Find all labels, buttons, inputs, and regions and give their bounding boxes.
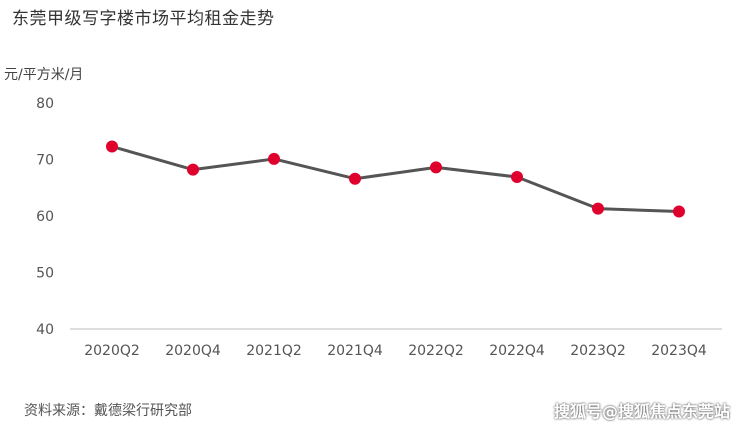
x-tick-label: 2021Q4: [327, 343, 383, 359]
data-point: [106, 140, 118, 153]
x-tick-label: 2023Q2: [570, 343, 626, 359]
x-tick-label: 2023Q4: [651, 343, 707, 359]
y-axis-unit-label: 元/平方米/月: [4, 67, 84, 83]
y-tick-label: 70: [36, 153, 54, 169]
data-point: [187, 163, 199, 176]
data-point: [592, 202, 604, 215]
data-point: [511, 171, 523, 184]
x-tick-label: 2020Q4: [165, 343, 221, 359]
data-point: [349, 172, 361, 185]
x-tick-label: 2022Q4: [489, 343, 545, 359]
source-note: 资料来源：戴德梁行研究部: [24, 403, 192, 419]
y-tick-label: 60: [36, 209, 54, 225]
chart-title: 东莞甲级写字楼市场平均租金走势: [12, 9, 275, 29]
x-tick-label: 2020Q2: [84, 343, 140, 359]
data-point: [430, 161, 442, 174]
data-point: [673, 205, 685, 218]
y-tick-label: 40: [36, 322, 54, 338]
series-line: [111, 145, 680, 213]
data-point: [268, 152, 280, 165]
x-tick-label: 2022Q2: [408, 343, 464, 359]
y-tick-label: 80: [36, 96, 54, 112]
watermark: 搜狐号@搜狐焦点东莞站: [553, 402, 730, 421]
y-tick-label: 50: [36, 266, 54, 282]
x-tick-label: 2021Q2: [246, 343, 302, 359]
